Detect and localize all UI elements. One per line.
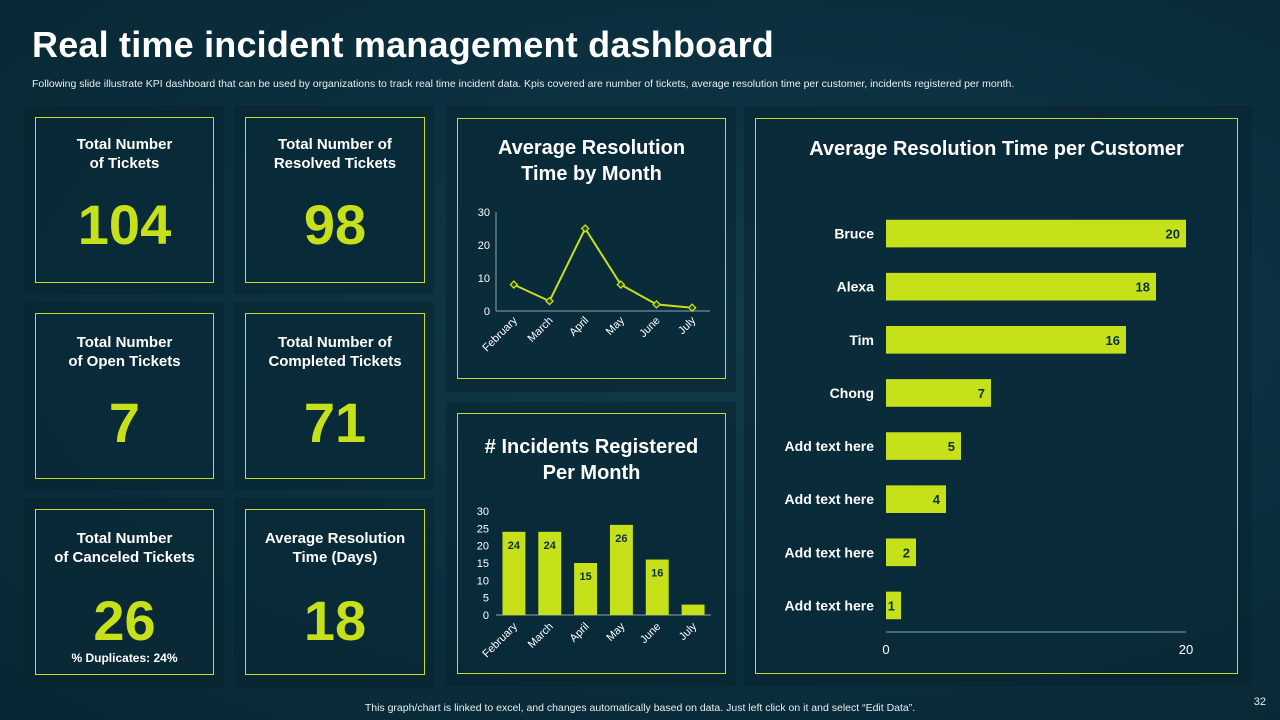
bar-chart-title: # Incidents Registered Per Month — [484, 436, 699, 484]
x-tick-label: March — [526, 621, 556, 651]
line-chart-card: Average Resolution Time by Month 0 10 20 30… — [457, 118, 726, 379]
x-tick-label: February — [480, 620, 520, 660]
x-tick-label: June — [637, 315, 662, 340]
y-tick-label: 20 — [478, 240, 490, 252]
bar-data-label: 24 — [508, 540, 521, 552]
bar — [886, 272, 1156, 301]
line-chart: 0 10 20 30 February March April May June July — [478, 207, 710, 354]
x-tick-label: February — [480, 314, 520, 354]
category-label: Add text here — [785, 491, 875, 507]
line-point — [580, 224, 590, 233]
kpi-value: 71 — [303, 391, 367, 454]
kpi-label: Total Number of Completed Tickets — [268, 334, 402, 370]
bar-data-label: 24 — [544, 540, 557, 552]
page-title: Real time incident management dashboard — [32, 24, 774, 65]
category-label: Add text here — [785, 438, 875, 454]
bar-data-label: 16 — [1106, 333, 1120, 348]
kpi-value: 26 — [93, 589, 156, 652]
kpi-card-total-tickets: Total Number of Tickets 104 — [35, 117, 214, 283]
category-label: Alexa — [837, 279, 875, 295]
page-subtitle: Following slide illustrate KPI dashboard… — [32, 78, 1015, 90]
kpi-label: Average Resolution Time (Days) — [264, 530, 406, 566]
hbar-chart-title: Average Resolution Time per Customer — [809, 138, 1184, 160]
kpi-label: Total Number of Open Tickets — [68, 334, 181, 370]
x-tick-label: May — [604, 314, 628, 338]
kpi-label: Total Number of Canceled Tickets — [54, 530, 195, 566]
kpi-card-completed-tickets: Total Number of Completed Tickets 71 — [245, 313, 425, 479]
bar-data-label: 20 — [1166, 227, 1180, 242]
kpi-card-resolved-tickets: Total Number of Resolved Tickets 98 — [245, 117, 425, 283]
kpi-card-avg-resolution-days: Average Resolution Time (Days) 18 — [245, 509, 425, 675]
kpi-card-canceled-tickets: Total Number of Canceled Tickets 26 % Du… — [35, 509, 214, 675]
category-label: Chong — [830, 385, 874, 401]
bar-data-label: 2 — [903, 545, 910, 560]
bar — [886, 591, 901, 620]
bar — [502, 531, 526, 615]
bar-data-label: 15 — [579, 571, 591, 583]
bar — [609, 524, 633, 615]
y-tick-label: 30 — [477, 506, 489, 518]
x-tick-label: March — [526, 315, 556, 345]
bar — [886, 485, 946, 513]
bar-data-label: 16 — [651, 568, 663, 580]
y-tick-label: 5 — [483, 593, 489, 605]
y-tick-label: 10 — [478, 273, 490, 285]
bar-data-label: 7 — [978, 386, 985, 401]
y-tick-label: 0 — [484, 306, 490, 318]
x-tick-label: June — [638, 621, 663, 646]
line-point — [616, 280, 626, 290]
bar-data-label: 18 — [1136, 280, 1150, 295]
y-tick-label: 0 — [483, 610, 489, 622]
bar — [886, 432, 961, 460]
bar-data-label: 4 — [933, 492, 941, 507]
line-point — [652, 299, 661, 309]
kpi-value: 7 — [108, 391, 141, 454]
kpi-value: 18 — [303, 589, 367, 652]
footer-note: This graph/chart is linked to excel, and… — [364, 702, 916, 714]
bar-data-label: 1 — [888, 598, 895, 613]
bar — [886, 538, 916, 567]
y-tick-label: 30 — [478, 207, 490, 219]
category-label: Tim — [849, 332, 874, 348]
kpi-label: Total Number of Resolved Tickets — [273, 136, 397, 172]
bar-data-label: 26 — [615, 533, 627, 545]
x-tick-label: July — [676, 314, 699, 337]
x-tick-label: July — [677, 620, 700, 643]
y-tick-label: 15 — [477, 558, 489, 570]
bar — [886, 379, 991, 407]
bar — [681, 604, 705, 615]
line-point — [545, 296, 554, 306]
bar-data-label: 5 — [948, 439, 955, 454]
kpi-card-open-tickets: Total Number of Open Tickets 7 — [35, 313, 214, 479]
bar — [886, 326, 1126, 354]
line-chart-title: Average Resolution Time by Month — [497, 137, 686, 185]
bar-chart: 0 5 10 15 20 25 30 24 24 15 26 16 February March April… — [477, 506, 711, 660]
page-number: 32 — [1253, 696, 1266, 708]
category-label: Add text here — [785, 544, 875, 560]
line-point — [509, 280, 519, 290]
line-point — [687, 303, 697, 313]
category-label: Bruce — [834, 226, 874, 242]
bar — [886, 219, 1186, 248]
x-tick-label: 0 — [882, 642, 889, 657]
y-tick-label: 20 — [477, 541, 489, 553]
bar — [574, 563, 598, 615]
x-tick-label: 20 — [1179, 642, 1193, 657]
bar-chart-card: # Incidents Registered Per Month 0 5 10 15 2… — [457, 413, 726, 674]
x-tick-label: April — [568, 621, 592, 645]
y-tick-label: 25 — [477, 523, 489, 535]
kpi-value: 104 — [77, 193, 172, 256]
category-label: Add text here — [785, 597, 875, 613]
bar — [538, 531, 562, 615]
kpi-label: Total Number of Tickets — [76, 136, 173, 172]
kpi-value: 98 — [303, 193, 367, 256]
bar — [645, 559, 669, 615]
duplicates-note: % Duplicates: 24% — [71, 651, 178, 665]
hbar-chart-card: Average Resolution Time per Customer Bru… — [755, 118, 1238, 674]
x-tick-label: May — [604, 620, 628, 644]
line-series — [513, 226, 693, 309]
y-tick-label: 10 — [477, 575, 489, 587]
x-tick-label: April — [567, 315, 591, 339]
